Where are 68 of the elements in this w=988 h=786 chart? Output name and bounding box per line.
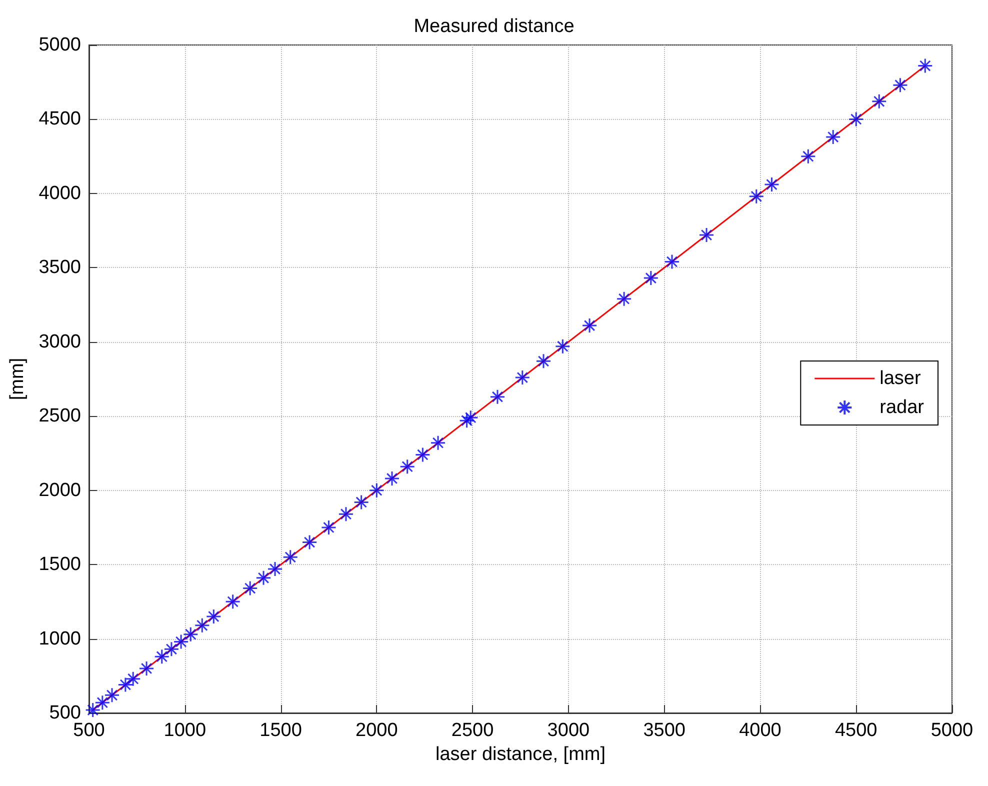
- point: [536, 353, 552, 369]
- point: [825, 129, 841, 145]
- y-tick-label: 3000: [38, 331, 81, 352]
- x-tick-label: 1000: [164, 720, 206, 741]
- point: [643, 270, 659, 286]
- point: [85, 702, 101, 718]
- point: [748, 188, 764, 204]
- x-tick-label: 2500: [451, 720, 494, 741]
- y-tick-label: 4500: [38, 108, 81, 130]
- x-axis-title: laser distance, [mm]: [436, 744, 606, 765]
- point: [206, 608, 222, 624]
- point: [173, 634, 189, 650]
- point: [459, 412, 475, 428]
- point: [194, 618, 210, 634]
- point: [256, 570, 272, 586]
- chart-title: Measured distance: [414, 16, 574, 37]
- point: [554, 338, 570, 354]
- x-tick-label: 5000: [930, 720, 974, 741]
- y-tick-label: 3500: [38, 257, 81, 278]
- y-tick-label: 5000: [38, 34, 81, 56]
- point: [242, 580, 258, 596]
- x-tick-label: 3000: [547, 720, 590, 741]
- y-tick-label: 2500: [38, 406, 81, 427]
- point: [698, 227, 714, 243]
- point: [138, 660, 154, 676]
- point: [125, 671, 141, 687]
- point: [430, 435, 446, 451]
- point: [104, 687, 120, 703]
- y-tick-label: 4000: [38, 182, 81, 204]
- x-tick-label: 1500: [260, 720, 302, 741]
- point: [354, 494, 370, 510]
- point: [514, 370, 530, 386]
- y-tick-label: 2000: [38, 480, 81, 501]
- x-tick-label: 2000: [356, 720, 398, 741]
- point: [414, 446, 430, 462]
- x-tick-label: 3500: [643, 720, 686, 741]
- point: [118, 677, 134, 693]
- point: [400, 458, 416, 474]
- point: [154, 648, 170, 664]
- point: [616, 291, 632, 307]
- point: [225, 594, 241, 610]
- point: [368, 482, 384, 498]
- point: [302, 534, 318, 550]
- y-tick-label: 1000: [38, 628, 81, 650]
- point: [800, 148, 816, 164]
- point: [664, 254, 680, 270]
- point: [164, 641, 180, 657]
- point: [267, 561, 283, 577]
- y-tick-label: 1500: [38, 554, 81, 576]
- x-tick-label: 4500: [834, 720, 878, 741]
- point: [871, 94, 887, 110]
- legend-label: laser: [880, 368, 922, 389]
- x-tick-label: 4000: [739, 720, 782, 741]
- point: [384, 470, 400, 486]
- point: [182, 626, 198, 642]
- point: [94, 694, 110, 710]
- point: [338, 506, 354, 522]
- point: [490, 389, 506, 405]
- point: [764, 176, 780, 192]
- legend-label: radar: [880, 397, 925, 418]
- point: [582, 318, 598, 334]
- point: [892, 77, 908, 93]
- point: [917, 58, 933, 74]
- point: [282, 549, 298, 565]
- point: [848, 111, 864, 127]
- y-axis-title: [mm]: [7, 358, 28, 400]
- point: [462, 410, 478, 426]
- point: [320, 520, 336, 536]
